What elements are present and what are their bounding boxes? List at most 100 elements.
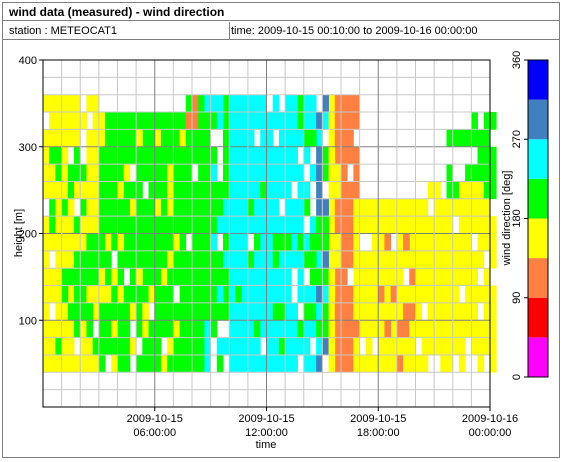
heatmap-cell xyxy=(117,250,125,269)
heatmap-cell xyxy=(167,268,174,286)
heatmap-cell xyxy=(334,233,342,252)
heatmap-cell xyxy=(117,285,125,304)
heatmap-cell xyxy=(347,233,354,252)
heatmap-cell xyxy=(148,198,156,217)
heatmap-cell xyxy=(247,354,255,373)
heatmap-cell xyxy=(92,337,100,356)
heatmap-cell xyxy=(210,146,218,165)
heatmap-cell xyxy=(458,250,466,269)
heatmap-cell xyxy=(185,302,193,321)
info-divider xyxy=(229,22,230,39)
heatmap-cell xyxy=(98,129,106,148)
heatmap-cell xyxy=(446,129,454,148)
heatmap-cell xyxy=(117,129,125,148)
heatmap-cell xyxy=(303,354,311,373)
heatmap-cell xyxy=(409,216,416,234)
heatmap-cell xyxy=(440,285,447,304)
heatmap-cell xyxy=(185,268,193,286)
heatmap-cell xyxy=(148,216,156,234)
heatmap-cell xyxy=(43,268,50,286)
chart-window-frame xyxy=(2,2,560,458)
heatmap-cell xyxy=(340,129,348,148)
heatmap-cell xyxy=(86,198,94,217)
heatmap-cell xyxy=(55,268,63,286)
heatmap-cell xyxy=(204,320,212,338)
heatmap-cell xyxy=(372,354,379,373)
heatmap-cell xyxy=(80,354,87,373)
heatmap-cell xyxy=(340,285,348,304)
heatmap-cell xyxy=(167,320,174,338)
heatmap-cell xyxy=(229,320,236,338)
heatmap-cell xyxy=(148,320,156,338)
heatmap-cell xyxy=(241,198,249,217)
heatmap-cell xyxy=(489,112,497,130)
heatmap-cell xyxy=(365,198,373,217)
heatmap-cell xyxy=(266,198,274,217)
y-tick-label: 100 xyxy=(19,315,37,327)
heatmap-cell xyxy=(105,285,112,304)
heatmap-cell xyxy=(229,302,236,321)
heatmap-cell xyxy=(111,302,118,321)
heatmap-cell xyxy=(353,198,360,217)
heatmap-cell xyxy=(322,320,329,338)
heatmap-cell xyxy=(223,198,230,217)
heatmap-cell xyxy=(359,216,367,234)
heatmap-cell xyxy=(334,337,342,356)
heatmap-cell xyxy=(340,320,348,338)
heatmap-cell xyxy=(229,250,236,269)
heatmap-cell xyxy=(204,181,212,200)
heatmap-cell xyxy=(316,285,323,304)
heatmap-cell xyxy=(403,198,410,217)
heatmap-cell xyxy=(179,337,187,356)
heatmap-cell xyxy=(241,164,249,182)
heatmap-cell xyxy=(136,129,143,148)
heatmap-cell xyxy=(117,216,125,234)
heatmap-cell xyxy=(142,164,149,182)
heatmap-cell xyxy=(49,268,56,286)
heatmap-cell xyxy=(309,268,317,286)
heatmap-cell xyxy=(353,285,360,304)
heatmap-cell xyxy=(160,233,168,252)
heatmap-cell xyxy=(291,233,298,252)
heatmap-cell xyxy=(309,94,317,113)
heatmap-cell xyxy=(173,337,180,356)
heatmap-cell xyxy=(167,285,174,304)
heatmap-cell xyxy=(98,198,106,217)
heatmap-cell xyxy=(173,302,180,321)
heatmap-cell xyxy=(278,129,286,148)
heatmap-cell xyxy=(229,268,236,286)
heatmap-cell xyxy=(471,268,478,286)
heatmap-cell xyxy=(241,337,249,356)
heatmap-cell xyxy=(421,320,429,338)
heatmap-cell xyxy=(446,250,454,269)
axes: 100 200 300 400 2009-10-15 06:00:00 2009-10-15… xyxy=(19,55,519,439)
heatmap-cell xyxy=(285,354,292,373)
heatmap-cell xyxy=(98,250,106,269)
heatmap-cell xyxy=(61,320,69,338)
heatmap-cell xyxy=(223,146,230,165)
heatmap-cell xyxy=(489,164,497,182)
heatmap-cell xyxy=(210,285,218,304)
heatmap-cell xyxy=(185,112,193,130)
heatmap-cell xyxy=(434,233,441,252)
heatmap-cell xyxy=(111,354,118,373)
heatmap-cell xyxy=(322,268,329,286)
heatmap-cell xyxy=(328,354,336,373)
heatmap-cell xyxy=(55,94,63,113)
heatmap-cell xyxy=(136,216,143,234)
heatmap-cell xyxy=(247,181,255,200)
heatmap-cell xyxy=(173,198,180,217)
heatmap-cell xyxy=(185,354,193,373)
heatmap-cell xyxy=(316,268,323,286)
heatmap-cell xyxy=(316,129,323,148)
heatmap-cell xyxy=(136,181,143,200)
heatmap-cell xyxy=(403,320,410,338)
heatmap-cell xyxy=(421,268,429,286)
heatmap-cell xyxy=(260,250,267,269)
heatmap-cell xyxy=(235,354,243,373)
heatmap-cell xyxy=(260,146,267,165)
heatmap-cell xyxy=(80,320,87,338)
heatmap-cell xyxy=(67,320,75,338)
heatmap-cell xyxy=(297,268,305,286)
heatmap-cell xyxy=(136,233,143,252)
